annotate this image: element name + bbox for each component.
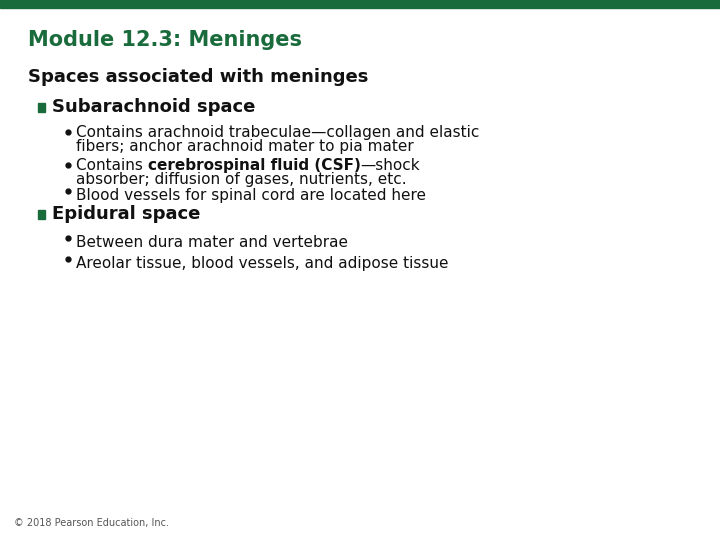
Text: fibers; anchor arachnoid mater to pia mater: fibers; anchor arachnoid mater to pia ma…: [76, 139, 414, 154]
Text: Areolar tissue, blood vessels, and adipose tissue: Areolar tissue, blood vessels, and adipo…: [76, 256, 449, 271]
Text: Blood vessels for spinal cord are located here: Blood vessels for spinal cord are locate…: [76, 188, 426, 203]
Text: Between dura mater and vertebrae: Between dura mater and vertebrae: [76, 235, 348, 250]
Bar: [0, 0, 720, 8]
Text: Epidural space: Epidural space: [52, 205, 200, 223]
Text: Spaces associated with meninges: Spaces associated with meninges: [28, 68, 369, 86]
Text: —shock: —shock: [361, 158, 420, 173]
Text: absorber; diffusion of gases, nutrients, etc.: absorber; diffusion of gases, nutrients,…: [76, 172, 407, 187]
Text: © 2018 Pearson Education, Inc.: © 2018 Pearson Education, Inc.: [14, 518, 169, 528]
Text: Subarachnoid space: Subarachnoid space: [52, 98, 256, 116]
Text: Module 12.3: Meninges: Module 12.3: Meninges: [28, 30, 302, 50]
Text: Contains: Contains: [76, 158, 148, 173]
Text: Contains arachnoid trabeculae—collagen and elastic: Contains arachnoid trabeculae—collagen a…: [76, 125, 480, 140]
Bar: [38, 210, 45, 219]
Bar: [38, 103, 45, 111]
Text: cerebrospinal fluid (CSF): cerebrospinal fluid (CSF): [148, 158, 361, 173]
